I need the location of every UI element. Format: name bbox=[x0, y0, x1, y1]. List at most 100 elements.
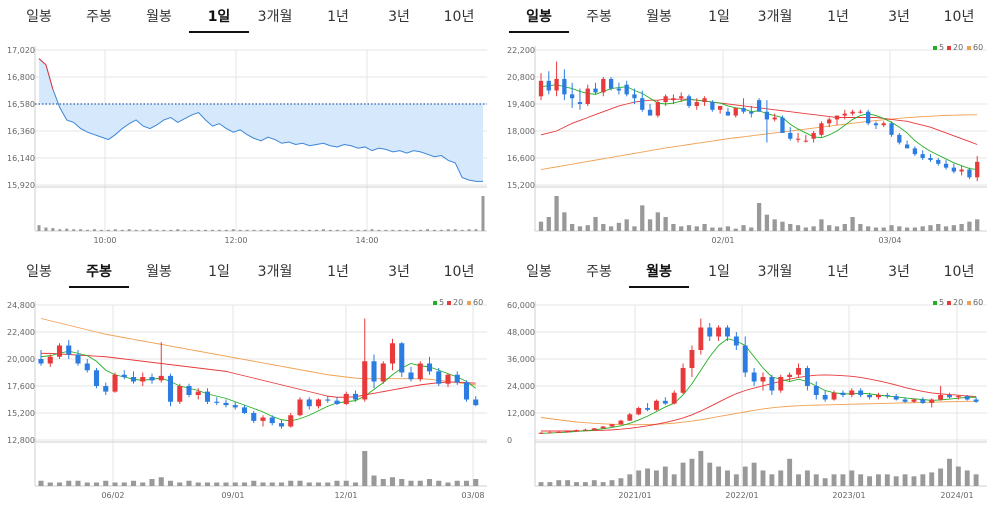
volume-bar bbox=[764, 214, 770, 231]
candle-body bbox=[951, 167, 956, 172]
candle-body bbox=[408, 372, 414, 380]
volume-bar bbox=[751, 462, 757, 486]
monthly-candle-chart: 60,000 48,000 36,000 24,000 12,000 0 2021/01 20… bbox=[507, 298, 987, 500]
volume-bar bbox=[653, 470, 659, 486]
volume-bar bbox=[640, 205, 645, 231]
tab-10year[interactable]: 10년 bbox=[943, 9, 975, 25]
candle-body bbox=[546, 80, 551, 91]
volume-bar bbox=[149, 479, 155, 486]
tab-3year[interactable]: 3년 bbox=[388, 9, 410, 25]
candle-body bbox=[964, 396, 970, 400]
volume-bar bbox=[959, 224, 964, 231]
volume-bar bbox=[446, 229, 450, 231]
candle-body bbox=[362, 361, 368, 400]
tab-3year[interactable]: 3년 bbox=[888, 9, 910, 25]
volume-bar bbox=[37, 225, 41, 231]
active-tab-underline bbox=[69, 286, 129, 288]
volume-bar bbox=[315, 482, 322, 486]
candle-body bbox=[640, 98, 645, 110]
tab-1year[interactable]: 1년 bbox=[327, 9, 349, 25]
volume-bar bbox=[439, 229, 443, 231]
volume-bar bbox=[787, 458, 793, 486]
tab-weekly[interactable]: 주봉 bbox=[586, 264, 612, 280]
tab-3month[interactable]: 3개월 bbox=[757, 264, 793, 280]
candle-body bbox=[827, 119, 832, 124]
volume-bar bbox=[380, 479, 386, 486]
tab-3month[interactable]: 3개월 bbox=[757, 9, 793, 25]
tab-1year[interactable]: 1년 bbox=[827, 264, 849, 280]
x-tick-label: 2024/01 bbox=[940, 491, 973, 500]
y-tick-label: 16,580 bbox=[7, 100, 35, 109]
volume-bar bbox=[608, 226, 614, 231]
tab-1day[interactable]: 1일 bbox=[708, 9, 730, 25]
intraday-panel: 일봉 주봉 월봉 1일 3개월 1년 3년 10년 17,020 16,800 16,580 16,… bbox=[5, 0, 495, 255]
tab-1year[interactable]: 1년 bbox=[827, 9, 849, 25]
volume-bar bbox=[760, 470, 766, 486]
tab-1day[interactable]: 1일 bbox=[208, 264, 230, 280]
volume-bar bbox=[680, 462, 686, 486]
volume-bar bbox=[231, 229, 235, 231]
tab-3year[interactable]: 3년 bbox=[388, 264, 410, 280]
volume-bar bbox=[780, 221, 785, 231]
volume-bar bbox=[241, 482, 248, 486]
volume-bar bbox=[325, 482, 331, 486]
tab-1day[interactable]: 1일 bbox=[708, 264, 730, 280]
tab-1day[interactable]: 1일 bbox=[207, 9, 231, 25]
volume-bar bbox=[718, 227, 723, 231]
legend-label: 5 bbox=[439, 298, 444, 307]
volume-bar bbox=[204, 229, 207, 231]
candle-body bbox=[140, 377, 146, 382]
candle-body bbox=[112, 374, 118, 392]
volume-bar bbox=[460, 229, 464, 231]
volume-bar bbox=[600, 482, 606, 486]
volume-bar bbox=[453, 229, 457, 231]
tab-3month[interactable]: 3개월 bbox=[257, 264, 293, 280]
tab-weekly[interactable]: 주봉 bbox=[586, 9, 612, 25]
volume-bar bbox=[875, 474, 881, 486]
volume-bar bbox=[662, 466, 668, 486]
tab-3month[interactable]: 3개월 bbox=[257, 9, 293, 25]
volume-bar bbox=[975, 219, 980, 231]
volume-bar bbox=[112, 482, 118, 486]
tab-monthly[interactable]: 월봉 bbox=[646, 9, 672, 25]
volume-bar bbox=[238, 229, 242, 231]
legend-swatch bbox=[933, 46, 937, 50]
tab-monthly[interactable]: 월봉 bbox=[146, 264, 172, 280]
tab-weekly[interactable]: 주봉 bbox=[86, 264, 112, 280]
tab-daily[interactable]: 일봉 bbox=[526, 9, 552, 25]
x-tick-label: 12:00 bbox=[224, 236, 247, 245]
ma5-line bbox=[540, 84, 978, 171]
candle-body bbox=[787, 374, 793, 377]
tab-10year[interactable]: 10년 bbox=[443, 9, 475, 25]
volume-bar bbox=[741, 225, 746, 231]
tab-1year[interactable]: 1년 bbox=[327, 264, 349, 280]
candle-body bbox=[698, 327, 704, 350]
volume-bar bbox=[893, 476, 899, 486]
tab-monthly[interactable]: 월봉 bbox=[146, 9, 172, 25]
volume-bar bbox=[75, 480, 81, 486]
tab-daily[interactable]: 일봉 bbox=[26, 264, 52, 280]
candle-body bbox=[624, 84, 629, 95]
legend-label: 60 bbox=[473, 298, 483, 307]
volume-bar bbox=[419, 229, 423, 231]
ma60-line bbox=[540, 114, 978, 171]
volume-bar bbox=[51, 228, 55, 231]
candle-body bbox=[570, 94, 575, 99]
volume-bar bbox=[399, 479, 405, 486]
candle-body bbox=[195, 391, 201, 395]
volume-bar bbox=[328, 229, 332, 231]
volume-bar bbox=[315, 229, 318, 231]
tab-daily[interactable]: 일봉 bbox=[26, 9, 52, 25]
tab-monthly[interactable]: 월봉 bbox=[646, 264, 672, 280]
tab-weekly[interactable]: 주봉 bbox=[86, 9, 112, 25]
y-tick-label: 19,400 bbox=[507, 100, 535, 109]
tab-10year[interactable]: 10년 bbox=[943, 264, 975, 280]
candle-body bbox=[632, 94, 637, 99]
tab-10year[interactable]: 10년 bbox=[443, 264, 475, 280]
volume-bar bbox=[232, 482, 238, 486]
candle-body bbox=[780, 117, 785, 133]
tab-3year[interactable]: 3년 bbox=[888, 264, 910, 280]
tab-daily[interactable]: 일봉 bbox=[526, 264, 552, 280]
ma5-line bbox=[540, 338, 977, 434]
candle-body bbox=[718, 105, 723, 110]
